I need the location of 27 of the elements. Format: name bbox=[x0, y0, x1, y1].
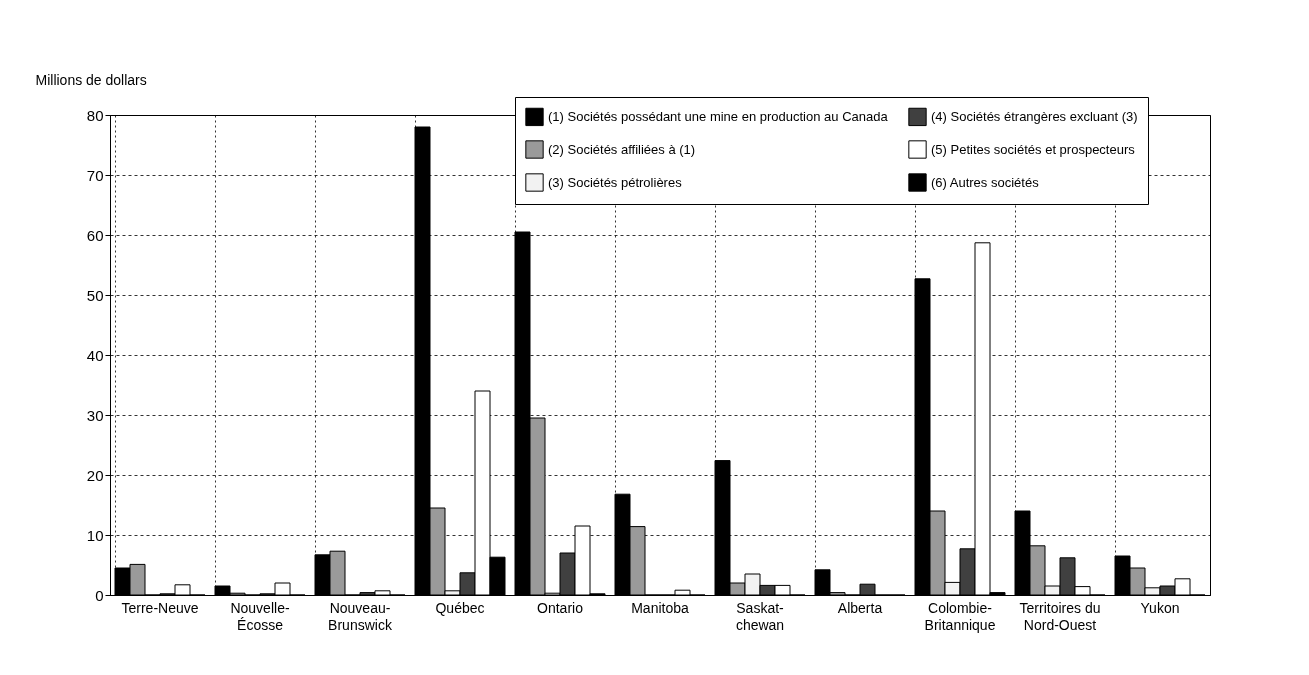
x-tick-label: Alberta bbox=[837, 599, 883, 616]
y-tick-label: 0 bbox=[95, 586, 104, 604]
x-tick-label: Manitoba bbox=[631, 599, 690, 616]
y-tick-label: 10 bbox=[86, 526, 104, 544]
legend-label: (6) Autres sociétés bbox=[931, 174, 1040, 190]
legend-label: (4) Sociétés étrangères excluant (3) bbox=[931, 108, 1138, 124]
x-tick-label: Nouveau- Brunswick bbox=[328, 599, 393, 633]
y-tick-label: 70 bbox=[86, 166, 104, 184]
x-tick-label: Nouvelle- Écosse bbox=[230, 599, 290, 633]
x-tick-label: Québec bbox=[435, 599, 485, 616]
y-tick-label: 30 bbox=[86, 406, 104, 424]
y-tick-label: 80 bbox=[86, 106, 104, 124]
y-tick-label: 40 bbox=[86, 346, 104, 364]
y-tick-label: 20 bbox=[86, 466, 104, 484]
y-tick-label: 60 bbox=[86, 226, 104, 244]
legend-label: (3) Sociétés pétrolières bbox=[548, 174, 683, 190]
y-axis-title: Millions de dollars bbox=[35, 71, 147, 88]
legend-label: (5) Petites sociétés et prospecteurs bbox=[931, 141, 1136, 157]
x-tick-label: Ontario bbox=[537, 599, 584, 616]
x-tick-label: Territoires du Nord-Ouest bbox=[1019, 599, 1101, 633]
x-tick-label: Colombie- Britannique bbox=[924, 599, 996, 633]
legend-label: (1) Sociétés possédant une mine en production au Canada bbox=[548, 108, 889, 124]
legend-label: (2) Sociétés affiliées à (1) bbox=[548, 141, 696, 157]
x-tick-label: Saskat- chewan bbox=[735, 599, 785, 633]
x-tick-label: Yukon bbox=[1140, 599, 1180, 616]
x-tick-label: Terre-Neuve bbox=[121, 599, 199, 616]
y-tick-label: 50 bbox=[86, 286, 104, 304]
